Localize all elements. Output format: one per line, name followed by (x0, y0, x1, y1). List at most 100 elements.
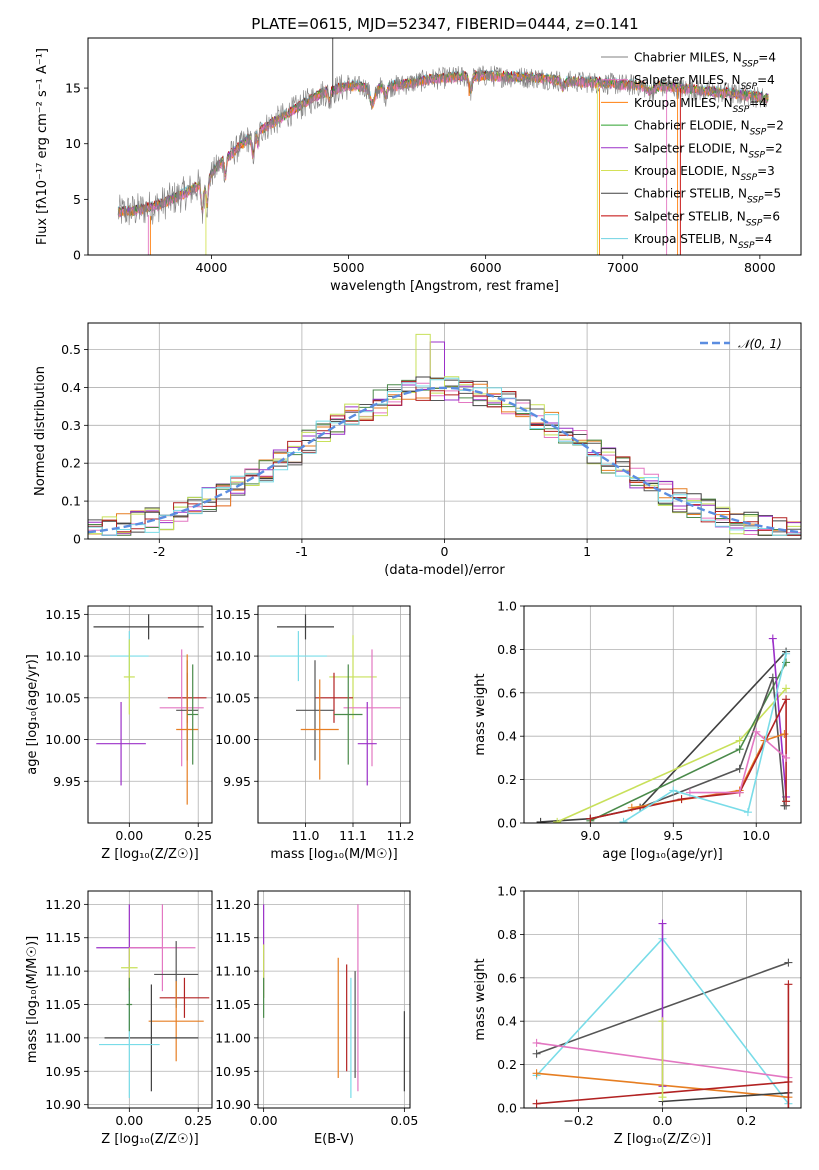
x-tick-label: 0.00 (250, 1113, 278, 1128)
mass-weight-marker (586, 814, 595, 823)
y-tick-label: 10.15 (45, 607, 81, 622)
mass-weight-marker (784, 980, 793, 989)
errorbar-point (126, 977, 133, 1032)
y-tick-label: 9.95 (223, 774, 251, 789)
errorbar-point (93, 614, 204, 640)
y-tick-label: 0.1 (61, 494, 81, 509)
y-tick-label: 0.2 (497, 772, 517, 787)
mass-weight-marker (735, 764, 744, 773)
y-tick-label: 0.8 (497, 642, 517, 657)
x-tick-label: 6000 (470, 260, 502, 275)
x-tick-label: 4000 (195, 260, 227, 275)
y-tick-label: 10.15 (215, 607, 251, 622)
plot-area-weight_vs_Z (532, 919, 793, 1108)
y-tick-label: 10.90 (45, 1097, 81, 1112)
errorbar-point (357, 701, 377, 786)
axes-frame (87, 37, 802, 256)
mass-weight-marker (782, 684, 791, 693)
y-tick-label: 0.4 (61, 380, 81, 395)
mass-weight-marker (735, 788, 744, 797)
y-tick-label: 10 (65, 136, 81, 151)
x-tick-label: 9.5 (663, 828, 683, 843)
mass-weight-marker (677, 795, 686, 804)
errorbar-point (123, 639, 135, 715)
errorbar-point (334, 664, 363, 765)
x-tick-label: 5000 (333, 260, 365, 275)
y-tick-label: 5 (73, 192, 81, 207)
y-tick-label: 11.00 (215, 1030, 251, 1045)
x-tick-label: 0.00 (115, 1113, 143, 1128)
normal-reference-curve (88, 386, 801, 534)
mass-weight-marker (784, 1104, 793, 1108)
y-tick-label: 0.2 (497, 1057, 517, 1072)
x-axis-label: Z [log₁₀(Z/Z☉)] (101, 847, 198, 862)
x-tick-label: -2 (153, 544, 165, 559)
figure-title: PLATE=0615, MJD=52347, FIBERID=0444, z=0… (251, 15, 638, 33)
y-tick-label: 11.20 (215, 897, 251, 912)
mass-weight-marker (669, 786, 678, 795)
y-tick-label: 0.0 (497, 1101, 517, 1116)
axes-frame (257, 890, 411, 1109)
y-tick-label: 10.95 (215, 1064, 251, 1079)
mass-weight-marker (768, 673, 777, 682)
axes-frame (87, 322, 802, 540)
y-tick-label: 0.4 (497, 729, 517, 744)
plot-area-age_vs_Z (93, 614, 207, 805)
plot-area-residuals (88, 333, 801, 539)
plot-area-weight_vs_age (536, 634, 791, 823)
y-tick-label: 10.10 (215, 649, 251, 664)
mass-weight-line (689, 730, 787, 794)
legend-entry: Chabrier ELODIE, NSSP=2 (634, 119, 784, 138)
legend-entry: 𝒩(0, 1) (738, 337, 782, 351)
mass-weight-marker (782, 797, 791, 806)
plot-area-mass_vs_EBV (263, 904, 405, 1098)
x-axis-label: wavelength [Angstrom, rest frame] (330, 279, 559, 294)
y-tick-label: 10.00 (45, 732, 81, 747)
mass-weight-marker (553, 817, 562, 823)
x-axis-label: Z [log₁₀(Z/Z☉)] (101, 1132, 198, 1147)
panel-residuals: -2 -1 0 1 2 0 0.1 0.2 0.3 0.4 0.5 (data-model)/erro… (33, 322, 802, 578)
x-tick-label: 10.0 (742, 828, 770, 843)
mass-weight-marker (536, 817, 545, 823)
plot-area-spectrum (117, 38, 769, 255)
y-tick-label: 1.0 (497, 884, 517, 899)
x-axis-label: (data-model)/error (384, 563, 505, 578)
mass-weight-line (662, 1092, 789, 1103)
mass-weight-marker (782, 753, 791, 762)
x-axis-label: age [log₁₀(age/yr)] (602, 847, 723, 862)
errorbar-point (187, 664, 199, 765)
x-tick-label: 0.00 (115, 828, 143, 843)
y-tick-label: 0.6 (497, 685, 517, 700)
axes-frame (87, 605, 213, 824)
errorbar-point (296, 660, 334, 761)
mass-weight-marker (532, 1099, 541, 1108)
y-tick-label: 11.05 (45, 997, 81, 1012)
mass-weight-marker (532, 1049, 541, 1058)
y-tick-label: 11.20 (45, 897, 81, 912)
legend-entry: Salpeter MILES, NSSP=4 (634, 73, 775, 92)
legend-entry: Chabrier STELIB, NSSP=5 (634, 187, 781, 206)
y-axis-label: age [log₁₀(age/yr)] (25, 654, 40, 775)
y-tick-label: 10.10 (45, 649, 81, 664)
residual-histogram (88, 377, 801, 539)
x-tick-label: 11.0 (292, 828, 320, 843)
panel-spectrum: 4000 5000 6000 7000 8000 0 5 10 15 wavelength [An… (35, 37, 802, 294)
x-tick-label: 0.25 (184, 828, 212, 843)
legend-entry: Salpeter ELODIE, NSSP=2 (634, 141, 783, 160)
spectrum-legend: Chabrier MILES, NSSP=4 Salpeter MILES, NS… (601, 51, 784, 251)
legend-entry: Chabrier MILES, NSSP=4 (634, 51, 776, 70)
y-tick-label: 10.00 (215, 732, 251, 747)
errorbar-point (96, 701, 146, 786)
y-tick-label: 0.4 (497, 1014, 517, 1029)
mass-weight-marker (768, 634, 777, 643)
mass-weight-marker (532, 1069, 541, 1078)
x-tick-label: 1 (583, 544, 591, 559)
y-tick-label: 1.0 (497, 599, 517, 614)
x-tick-label: 0.2 (736, 1113, 756, 1128)
errorbar-point (129, 904, 196, 992)
mass-weight-line (772, 638, 787, 798)
x-tick-label: 2 (726, 544, 734, 559)
mass-weight-marker (735, 745, 744, 754)
x-axis-label: Z [log₁₀(Z/Z☉)] (614, 1132, 711, 1147)
x-axis-label: mass [log₁₀(M/M☉)] (270, 847, 397, 862)
